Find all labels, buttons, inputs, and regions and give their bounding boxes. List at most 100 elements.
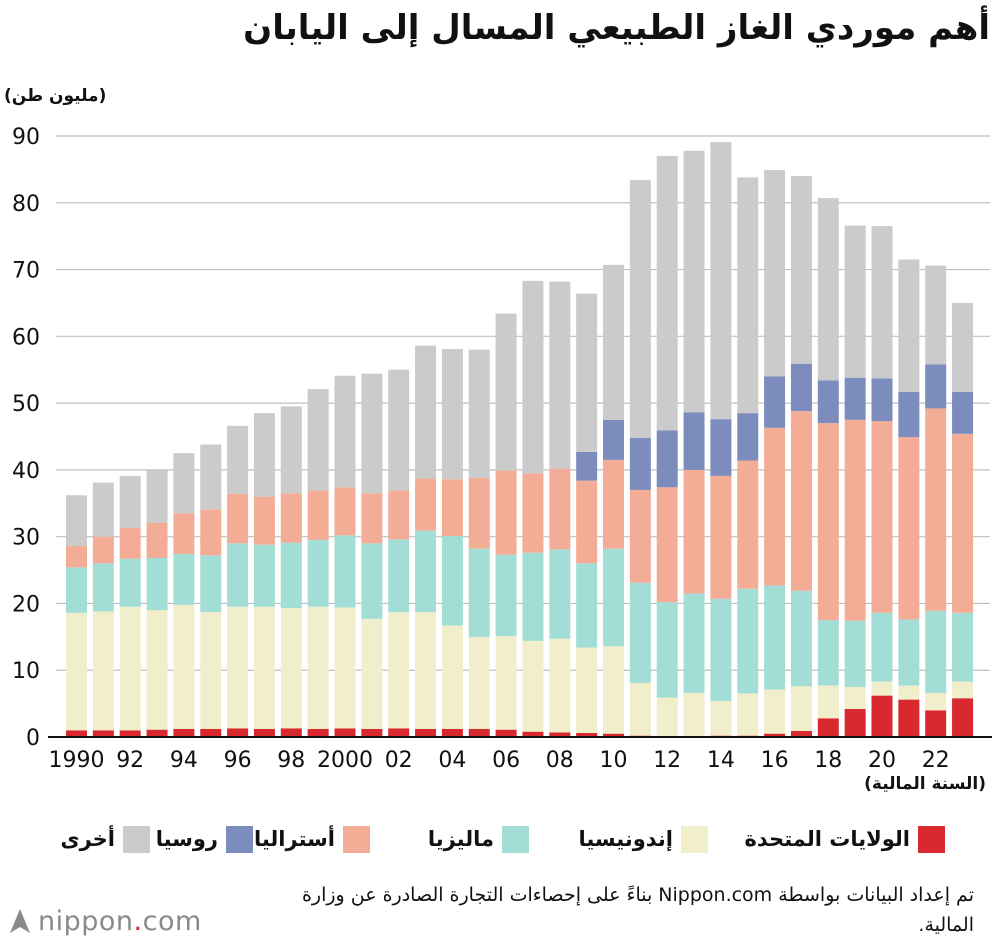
legend-label: ماليزيا <box>427 827 494 851</box>
bar-indonesia-2023 <box>952 681 974 699</box>
bar-us-1999 <box>307 728 329 737</box>
bar-stack-2007 <box>522 280 544 737</box>
bar-other-1996 <box>227 425 249 494</box>
bar-us-1997 <box>253 728 275 737</box>
bar-us-1991 <box>92 730 114 737</box>
bar-indonesia-2001 <box>361 618 383 729</box>
bar-other-2022 <box>925 265 947 365</box>
bar-indonesia-1993 <box>146 610 168 730</box>
bar-australia-2008 <box>549 468 571 550</box>
bar-other-2021 <box>898 259 920 392</box>
bar-other-2017 <box>790 176 812 364</box>
bar-australia-2009 <box>576 480 598 564</box>
bar-stack-2003 <box>415 345 437 737</box>
bar-russia-2018 <box>817 380 839 424</box>
bars <box>66 142 974 737</box>
bar-australia-2000 <box>334 487 356 536</box>
bar-stack-2020 <box>871 226 893 737</box>
bar-malaysia-2008 <box>549 549 571 639</box>
bar-stack-2001 <box>361 373 383 737</box>
legend-swatch-icon <box>226 825 253 853</box>
y-tick-label: 80 <box>12 192 40 217</box>
bar-malaysia-2011 <box>629 582 651 683</box>
bar-indonesia-1994 <box>173 604 195 729</box>
x-tick-label: 06 <box>492 748 520 773</box>
bar-stack-2010 <box>603 264 624 737</box>
bar-stack-2023 <box>952 302 974 737</box>
bar-russia-2017 <box>790 363 812 412</box>
bar-us-2002 <box>388 728 410 737</box>
bar-stack-1996 <box>227 425 249 737</box>
bar-russia-2016 <box>764 376 786 428</box>
bar-indonesia-1995 <box>200 612 222 729</box>
page-title: أهم موردي الغاز الطبيعي المسال إلى الياب… <box>243 8 990 48</box>
bar-malaysia-2018 <box>817 620 839 686</box>
bar-other-2007 <box>522 280 544 474</box>
bar-malaysia-2012 <box>656 602 678 698</box>
bar-other-2002 <box>388 369 410 491</box>
bar-stack-2021 <box>898 259 920 737</box>
stacked-bar-chart: 0 10 20 30 40 50 60 70 80 90 1990 92 94 96 98 2000 02 04… <box>12 125 992 773</box>
bar-malaysia-1995 <box>200 555 222 613</box>
bar-indonesia-2011 <box>629 682 651 736</box>
bar-us-2008 <box>549 732 571 737</box>
bar-malaysia-2020 <box>871 612 893 682</box>
bar-malaysia-2006 <box>495 554 517 637</box>
bar-indonesia-1997 <box>253 606 275 729</box>
x-tick-label: 20 <box>868 748 896 773</box>
bar-us-1992 <box>119 730 141 737</box>
bar-australia-2010 <box>603 459 624 549</box>
bar-stack-2006 <box>495 313 517 737</box>
bar-australia-2015 <box>737 460 759 589</box>
bar-us-1998 <box>280 728 302 737</box>
bar-indonesia-2021 <box>898 685 920 700</box>
bar-malaysia-2023 <box>952 612 974 682</box>
x-tick-label: 14 <box>707 748 735 773</box>
bar-other-1999 <box>307 389 329 491</box>
bar-malaysia-2005 <box>468 548 490 637</box>
bar-malaysia-1997 <box>253 544 275 607</box>
bar-us-2004 <box>441 728 463 737</box>
bar-stack-1999 <box>307 389 329 737</box>
bar-malaysia-1996 <box>227 543 249 607</box>
legend-item-other: أخرى <box>60 822 150 856</box>
bar-stack-2008 <box>549 281 571 737</box>
bar-us-2017 <box>790 730 812 737</box>
y-tick-label: 40 <box>12 459 40 484</box>
bar-australia-1993 <box>146 522 168 559</box>
y-tick-label: 60 <box>12 325 40 350</box>
bar-stack-2018 <box>817 198 839 737</box>
y-tick-label: 50 <box>12 392 40 417</box>
y-tick-label: 20 <box>12 592 40 617</box>
bar-malaysia-2015 <box>737 588 759 694</box>
bar-us-1990 <box>66 730 87 737</box>
bar-stack-2004 <box>441 349 463 737</box>
bar-australia-1998 <box>280 493 302 543</box>
bar-other-1993 <box>146 469 168 523</box>
bar-russia-2012 <box>656 430 678 488</box>
bar-other-2013 <box>683 150 705 413</box>
bar-malaysia-2001 <box>361 543 383 619</box>
bar-russia-2023 <box>952 391 974 434</box>
bar-other-2012 <box>656 156 678 431</box>
bar-other-2014 <box>710 142 732 420</box>
bar-australia-2023 <box>952 433 974 613</box>
bar-australia-2022 <box>925 408 947 611</box>
bar-other-1991 <box>92 482 114 537</box>
bar-australia-2017 <box>790 411 812 591</box>
bar-malaysia-2022 <box>925 610 947 693</box>
legend-item-us: الولايات المتحدة <box>745 822 945 856</box>
nippon-logo: nippon.com <box>8 904 202 938</box>
bar-stack-2016 <box>764 170 786 737</box>
bar-malaysia-2004 <box>441 536 463 626</box>
x-tick-label: 16 <box>761 748 789 773</box>
bar-australia-1996 <box>227 493 249 544</box>
bar-russia-2009 <box>576 451 598 481</box>
bar-us-1995 <box>200 728 222 737</box>
bar-indonesia-2017 <box>790 686 812 731</box>
bar-stack-2009 <box>576 293 598 737</box>
bar-australia-2019 <box>844 419 866 621</box>
y-tick-label: 10 <box>12 659 40 684</box>
bar-indonesia-2010 <box>603 646 624 734</box>
bar-indonesia-1992 <box>119 606 141 731</box>
